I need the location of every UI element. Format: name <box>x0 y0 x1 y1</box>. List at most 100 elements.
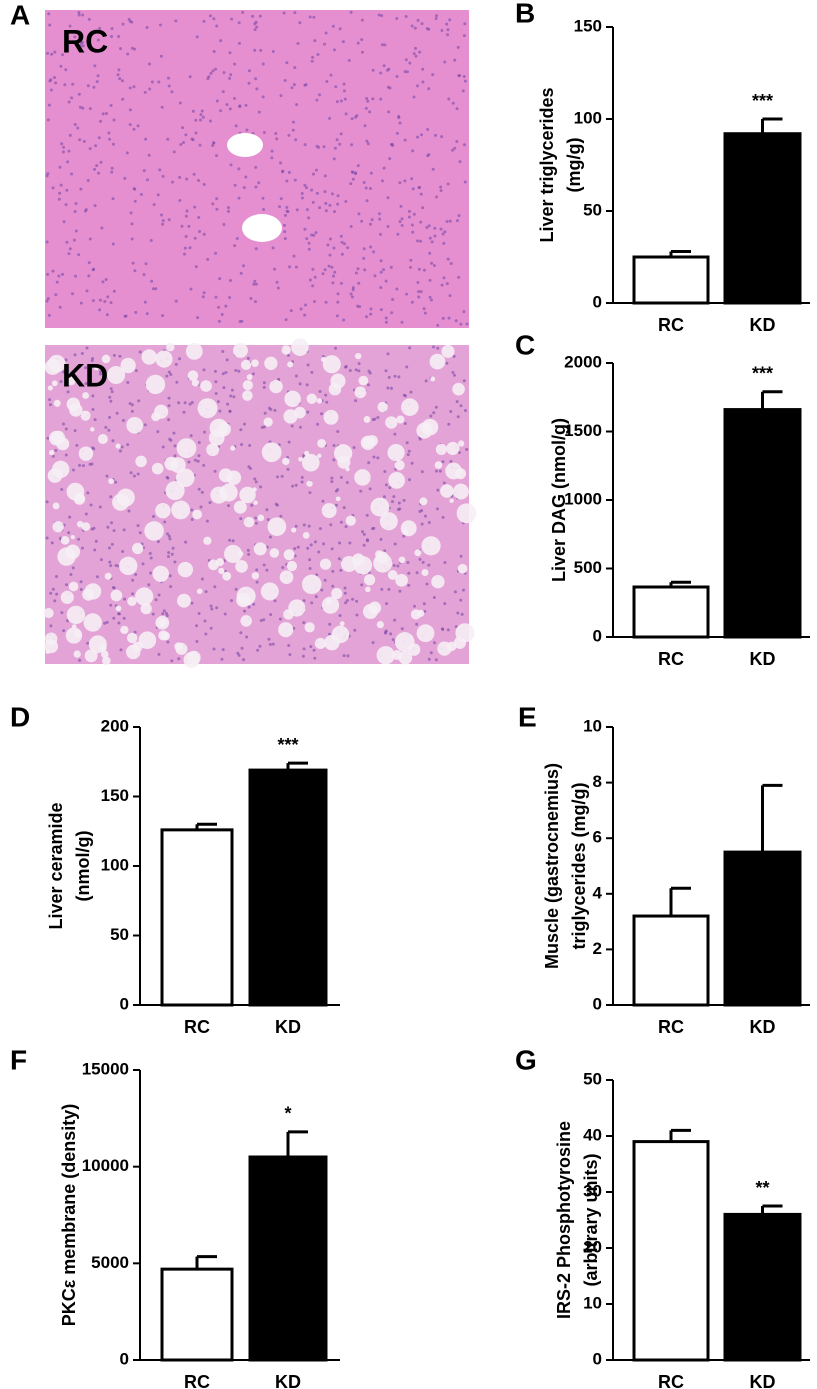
nucleus <box>213 469 217 473</box>
nucleus <box>331 584 335 588</box>
nucleus <box>157 652 161 656</box>
nucleus <box>96 74 100 78</box>
nucleus <box>300 196 304 200</box>
nucleus <box>330 265 334 269</box>
nucleus <box>360 18 364 22</box>
nucleus <box>455 139 459 143</box>
nucleus <box>345 599 349 603</box>
nucleus <box>81 44 85 48</box>
nucleus <box>384 316 388 320</box>
nucleus <box>407 583 411 587</box>
y-tick-label: 0 <box>120 1349 129 1368</box>
nucleus <box>275 503 279 507</box>
nucleus <box>86 641 90 645</box>
lipid-droplet <box>422 422 432 432</box>
nucleus <box>59 64 63 68</box>
panel-label: A <box>10 0 30 30</box>
nucleus <box>187 460 191 464</box>
nucleus <box>407 209 411 213</box>
nucleus <box>338 614 342 618</box>
lipid-droplet <box>431 575 445 589</box>
nucleus <box>410 461 414 465</box>
nucleus <box>110 521 114 525</box>
nucleus <box>79 187 83 191</box>
bar <box>632 585 710 639</box>
nucleus <box>188 246 192 250</box>
nucleus <box>380 43 384 47</box>
nucleus <box>435 469 439 473</box>
y-tick-label: 15000 <box>82 1059 129 1078</box>
lipid-droplet <box>230 445 236 451</box>
nucleus <box>245 635 249 639</box>
nucleus <box>370 218 374 222</box>
nucleus <box>390 142 394 146</box>
y-tick-label: 50 <box>110 925 129 944</box>
nucleus <box>425 582 429 586</box>
nucleus <box>55 592 59 596</box>
nucleus <box>345 481 349 485</box>
nucleus <box>63 83 67 87</box>
nucleus <box>79 580 83 584</box>
nucleus <box>429 298 433 302</box>
nucleus <box>407 215 411 219</box>
nucleus <box>283 79 287 83</box>
lipid-droplet <box>49 449 55 456</box>
nucleus <box>343 591 347 595</box>
nucleus <box>161 222 165 226</box>
nucleus <box>60 488 64 492</box>
nucleus <box>286 467 290 471</box>
nucleus <box>251 14 255 18</box>
lipid-droplet <box>454 468 467 480</box>
nucleus <box>364 106 368 110</box>
nucleus <box>163 520 167 524</box>
nucleus <box>239 428 243 432</box>
nucleus <box>357 362 361 366</box>
nucleus <box>339 520 343 524</box>
nucleus <box>50 52 54 56</box>
nucleus <box>291 128 295 132</box>
lipid-droplet <box>429 353 446 370</box>
nucleus <box>377 212 381 216</box>
x-tick-label: RC <box>658 1017 684 1037</box>
nucleus <box>311 284 315 288</box>
nucleus <box>326 243 330 247</box>
bar <box>160 828 234 1007</box>
nucleus <box>463 22 467 26</box>
nucleus <box>287 440 291 444</box>
nucleus <box>211 69 215 73</box>
nucleus <box>310 601 314 605</box>
lipid-droplet <box>222 571 232 581</box>
nucleus <box>201 115 205 119</box>
nucleus <box>331 281 335 285</box>
nucleus <box>71 468 75 472</box>
nucleus <box>402 498 406 502</box>
nucleus <box>290 424 294 428</box>
nucleus <box>254 516 258 520</box>
nucleus <box>229 163 233 167</box>
nucleus <box>166 640 170 644</box>
nucleus <box>230 17 234 21</box>
nucleus <box>228 278 232 282</box>
nucleus <box>458 74 462 78</box>
lipid-droplet <box>319 558 332 570</box>
nucleus <box>427 563 431 567</box>
y-tick-label: 6 <box>593 828 602 847</box>
nucleus <box>360 219 364 223</box>
nucleus <box>429 414 433 418</box>
nucleus <box>348 369 352 373</box>
nucleus <box>228 76 232 80</box>
lipid-droplet <box>60 535 70 545</box>
lipid-droplet <box>140 602 152 615</box>
nucleus <box>87 274 91 278</box>
lipid-droplet <box>441 344 455 358</box>
nucleus <box>214 380 218 384</box>
nucleus <box>365 96 369 100</box>
nucleus <box>379 308 383 312</box>
nucleus <box>165 374 169 378</box>
nucleus <box>323 578 327 582</box>
nucleus <box>128 123 132 127</box>
nucleus <box>338 142 342 146</box>
nucleus <box>252 602 256 606</box>
nucleus <box>174 19 178 23</box>
nucleus <box>344 199 348 203</box>
